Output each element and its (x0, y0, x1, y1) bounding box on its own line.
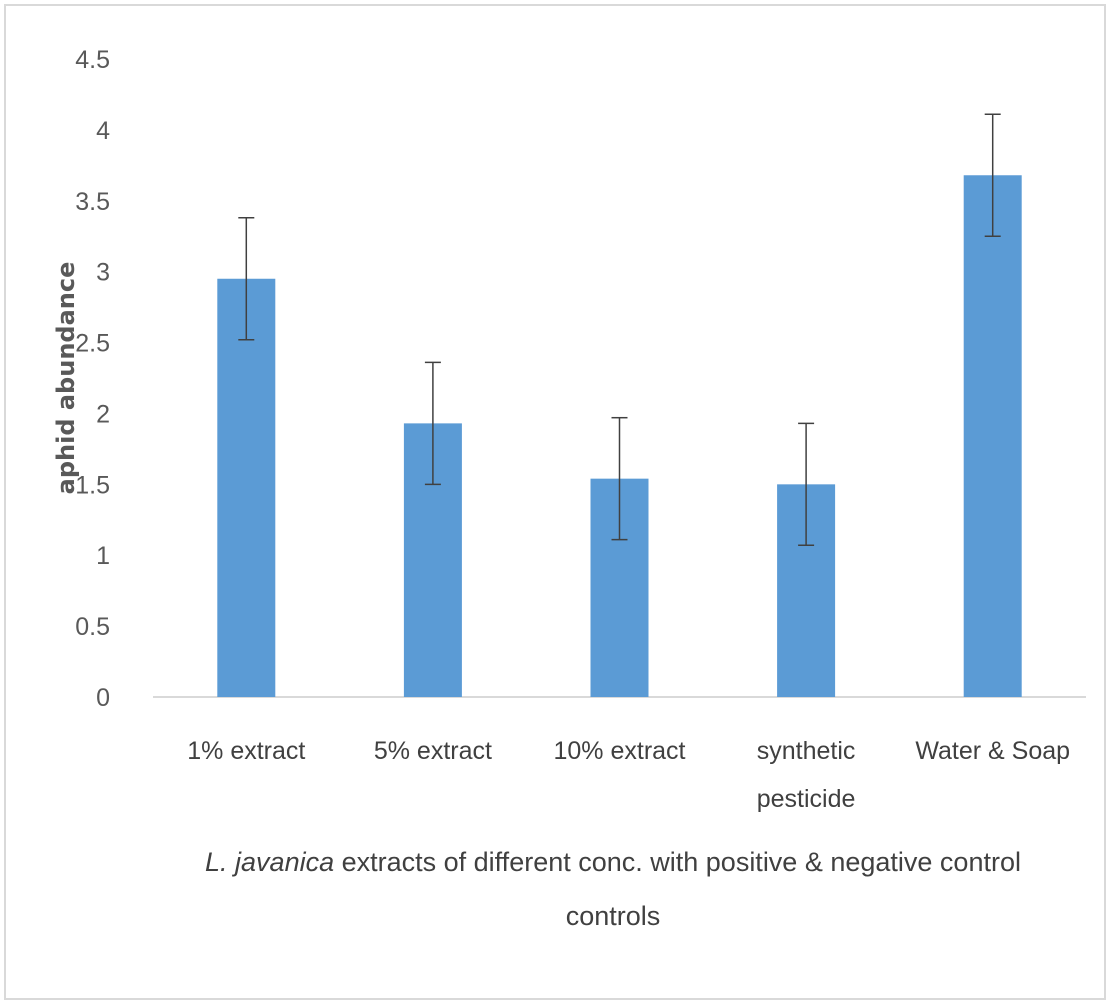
x-axis-label-italic: L. javanica (205, 847, 334, 877)
y-tick-label: 2.5 (75, 330, 110, 358)
category-label: 5% extract (374, 737, 492, 765)
x-axis-label-line1: L. javanica extracts of different conc. … (205, 847, 1021, 877)
category-label: Water & Soap (915, 737, 1070, 765)
y-tick-label: 0.5 (75, 613, 110, 641)
y-tick-label: 2 (96, 400, 110, 428)
error-bar (984, 113, 1001, 237)
y-tick-labels: 0 0.5 1 1.5 2 2.5 3 3.5 4 4.5 (75, 46, 110, 712)
error-bars (238, 113, 1001, 547)
bar (217, 278, 276, 697)
y-tick-label: 3 (96, 259, 110, 287)
y-tick-label: 3.5 (75, 188, 110, 216)
category-label: 10% extract (553, 737, 685, 765)
category-labels: 1% extract 5% extract 10% extract synthetic… (187, 737, 1070, 813)
category-label: synthetic pesticide (757, 737, 856, 813)
y-tick-label: 1 (96, 542, 110, 570)
y-tick-label: 4.5 (75, 46, 110, 74)
y-tick-label: 0 (96, 684, 110, 712)
y-tick-label: 4 (96, 117, 110, 145)
x-axis-label-rest: extracts of different conc. with positiv… (334, 847, 1021, 877)
bar (963, 175, 1022, 697)
x-axis-label-line2: controls (566, 901, 661, 931)
y-axis-label: aphid abundance (52, 262, 80, 495)
error-bar (611, 416, 628, 541)
category-label: 1% extract (187, 737, 305, 765)
error-bar (424, 361, 441, 486)
chart-frame (4, 4, 1106, 1000)
error-bar (798, 422, 815, 547)
y-tick-label: 1.5 (75, 471, 110, 499)
error-bar (238, 217, 255, 341)
